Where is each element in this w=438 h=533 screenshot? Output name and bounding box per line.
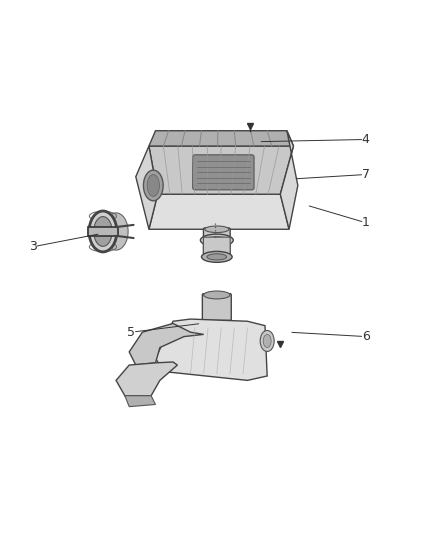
Ellipse shape xyxy=(104,213,128,250)
Ellipse shape xyxy=(201,252,232,262)
FancyBboxPatch shape xyxy=(203,237,230,256)
Ellipse shape xyxy=(207,254,227,260)
Ellipse shape xyxy=(204,291,230,299)
Ellipse shape xyxy=(143,170,163,201)
Ellipse shape xyxy=(205,250,229,257)
Polygon shape xyxy=(149,131,293,146)
FancyBboxPatch shape xyxy=(88,227,118,236)
Text: 5: 5 xyxy=(127,326,135,338)
Text: 1: 1 xyxy=(362,216,370,229)
Ellipse shape xyxy=(147,174,159,197)
Polygon shape xyxy=(125,395,155,407)
Ellipse shape xyxy=(94,216,112,246)
Ellipse shape xyxy=(206,237,227,244)
Ellipse shape xyxy=(263,334,271,348)
FancyBboxPatch shape xyxy=(202,294,231,320)
Polygon shape xyxy=(149,146,293,194)
Polygon shape xyxy=(136,146,158,229)
Ellipse shape xyxy=(200,234,233,246)
Polygon shape xyxy=(149,194,289,229)
FancyBboxPatch shape xyxy=(193,155,254,190)
Ellipse shape xyxy=(260,330,274,351)
Text: 7: 7 xyxy=(362,168,370,181)
Polygon shape xyxy=(116,362,177,395)
FancyBboxPatch shape xyxy=(203,228,230,255)
Text: 6: 6 xyxy=(362,330,370,343)
Polygon shape xyxy=(129,324,204,365)
Ellipse shape xyxy=(90,212,116,251)
Polygon shape xyxy=(155,319,267,381)
Text: 3: 3 xyxy=(29,240,37,253)
Ellipse shape xyxy=(205,226,229,232)
Polygon shape xyxy=(280,131,298,229)
Text: 4: 4 xyxy=(362,133,370,146)
